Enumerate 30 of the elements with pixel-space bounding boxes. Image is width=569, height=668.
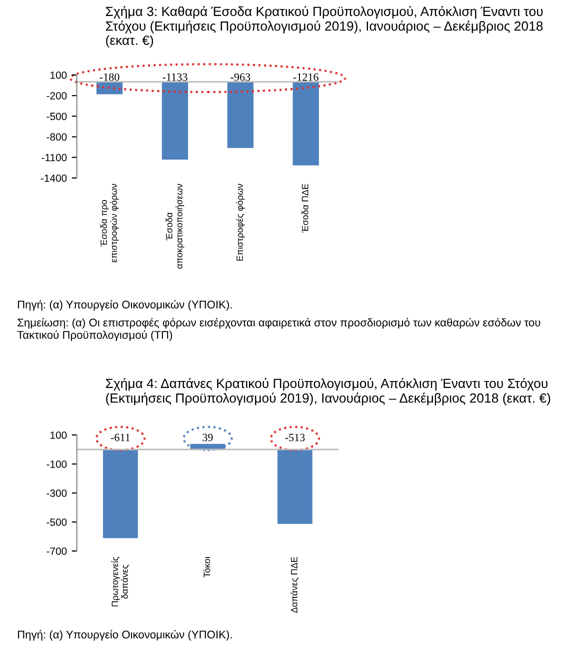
x-tick-label: Τόκοι	[203, 556, 210, 578]
y-tick-label: 100	[50, 432, 67, 439]
y-tick-label: -1400	[40, 174, 67, 182]
data-label: -1216	[293, 73, 318, 81]
data-label: -513	[285, 434, 305, 442]
y-tick-label: -700	[46, 548, 67, 555]
data-label: -963	[230, 73, 250, 81]
text: Πηγή: (α) Υπουργείο Οικονομικών (ΥΠΟΙΚ).	[18, 300, 232, 311]
y-tick-label: -100	[46, 460, 67, 468]
x-tick-label: Δαπάνες ΠΔΕ	[290, 556, 299, 613]
chart-title: Σχήμα 4: Δαπάνες Κρατικού Προϋπολογισμού, Απόκλιση Έναντι του Στόχου (Εκτιμήσεις Προϋπολογισμού 2019), Ιανουάριος – Δεκέμβριος 2018 (εκατ. €)	[106, 378, 550, 406]
x-tick-label: Έσοδα ΠΔΕ	[302, 184, 308, 233]
y-tick-label: -1100	[42, 154, 67, 162]
data-label: -1133	[162, 73, 188, 81]
y-tick-label: 100	[50, 72, 67, 79]
chart-title: Σχήμα 3: Καθαρά Έσοδα Κρατικού Προϋπολογισμού, Απόκλιση Έναντι του Στόχου (Εκτιμήσεις Προϋπολογισμού 2019), Ιανουάριος – Δεκέμβριος 2018 (εκατ. €)	[106, 6, 543, 48]
x-tick-label: Έσοδα προ επιστροφών φόρων	[100, 184, 119, 262]
x-tick-label: Έσοδα αποκρατικοποιήσεων	[166, 184, 184, 269]
y-tick-label: -300	[46, 490, 67, 497]
data-label: -611	[110, 434, 130, 442]
y-tick-label: -200	[46, 92, 67, 100]
y-tick-label: -800	[46, 133, 67, 141]
y-tick-label: -500	[46, 518, 67, 526]
data-label: -180	[100, 73, 120, 81]
x-tick-label: Επιστροφές φόρων	[236, 184, 245, 261]
text: Πηγή: (α) Υπουργείο Οικονομικών (ΥΠΟΙΚ).	[18, 630, 232, 641]
x-tick-label: Πρωτογενείς δαπάνες	[111, 556, 130, 606]
text: Σημείωση: (α) Οι επιστροφές φόρων εισέρχονται αφαιρετικά στον προσδιορισμό των καθαρών εσόδων του Τακτικού Προϋπολογισμού (ΤΠ)	[17, 318, 540, 342]
data-label: 39	[202, 434, 213, 442]
y-tick-label: -500	[46, 112, 67, 120]
